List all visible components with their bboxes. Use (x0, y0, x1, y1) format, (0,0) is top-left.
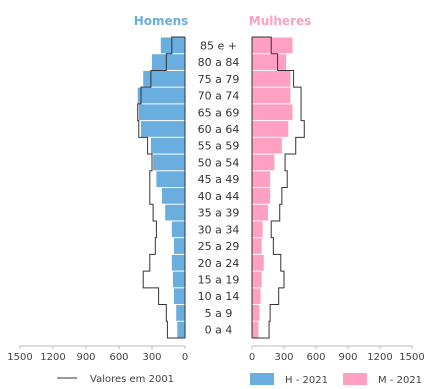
women-2021-bar (252, 204, 268, 221)
men-2021-bar (156, 171, 185, 187)
men-2021-bar (165, 204, 185, 221)
age-group-label: 45 a 49 (198, 173, 240, 186)
women-2021-bar (252, 104, 293, 121)
men-x-tick-label: 300 (142, 352, 161, 363)
legend-women-label: M - 2021 (378, 375, 422, 385)
women-panel-title: Mulheres (249, 14, 311, 28)
women-x-tick-label: 0 (249, 352, 255, 363)
legend-women-swatch (343, 373, 367, 385)
men-2021-bar (160, 37, 185, 54)
axes-group: 1500 1200 900 600 300 0 0 300 600 900 1200 1500 (7, 37, 425, 363)
women-x-tick-label: 900 (338, 352, 357, 363)
men-2021-bar (161, 188, 185, 204)
women-2021-bar (252, 154, 275, 171)
women-2021-bar (252, 121, 289, 137)
age-group-label: 85 e + (200, 39, 237, 52)
men-2021-bar (174, 238, 185, 254)
women-bars-group (252, 37, 293, 338)
age-group-label: 0 a 4 (205, 324, 233, 337)
women-x-tick-label: 600 (306, 352, 325, 363)
men-x-tick-label: 1500 (7, 352, 32, 363)
age-group-label: 75 a 79 (198, 73, 240, 86)
women-2021-bar (252, 271, 262, 288)
legend-line-label: Valores em 2001 (90, 374, 174, 385)
women-x-tick-label: 1200 (367, 352, 392, 363)
category-labels-group: 85 e + 80 a 84 75 a 79 70 a 74 65 a 69 60 a 6… (198, 39, 240, 336)
men-2021-bar (143, 70, 185, 87)
men-2021-bar (171, 254, 185, 271)
men-panel-title: Homens (134, 14, 189, 28)
age-group-label: 15 a 19 (198, 273, 240, 286)
women-2021-bar (252, 171, 271, 187)
men-x-tick-label: 0 (182, 352, 188, 363)
men-2021-bar (172, 271, 185, 288)
men-2021-bar (153, 154, 185, 171)
legend-men-label: H - 2021 (285, 375, 328, 385)
women-2021-bar (252, 221, 263, 238)
men-x-tick-label: 1200 (40, 352, 65, 363)
legend: Valores em 2001 H - 2021 M - 2021 (57, 373, 422, 386)
women-2021-bar (252, 37, 293, 54)
women-2021-bar (252, 70, 291, 87)
women-2001-outline-group (252, 36, 305, 339)
age-group-label: 30 a 34 (198, 223, 240, 236)
men-2021-bar (171, 221, 185, 238)
men-bars-group (137, 37, 185, 338)
age-group-label: 60 a 64 (198, 123, 240, 136)
age-group-label: 10 a 14 (198, 290, 240, 303)
women-2001-outline (252, 36, 305, 339)
legend-men-swatch (250, 373, 274, 385)
age-group-label: 5 a 9 (205, 307, 233, 320)
men-2021-bar (174, 288, 185, 305)
women-2021-bar (252, 288, 261, 305)
women-2021-bar (252, 321, 259, 338)
age-group-label: 65 a 69 (198, 106, 240, 119)
men-2021-bar (152, 54, 185, 70)
women-2021-bar (252, 254, 264, 271)
age-group-label: 20 a 24 (198, 257, 240, 270)
men-2021-bar (138, 104, 185, 121)
men-2001-outline-group (137, 36, 185, 339)
age-group-label: 40 a 44 (198, 190, 240, 203)
men-2021-bar (177, 321, 185, 338)
age-group-label: 55 a 59 (198, 140, 240, 153)
men-2001-outline (137, 36, 185, 339)
age-group-label: 50 a 54 (198, 156, 240, 169)
men-x-tick-label: 600 (109, 352, 128, 363)
men-2021-bar (150, 137, 185, 154)
age-group-label: 80 a 84 (198, 56, 240, 69)
men-2021-bar (141, 121, 185, 137)
women-x-tick-label: 300 (274, 352, 293, 363)
men-2021-bar (137, 87, 185, 104)
women-2021-bar (252, 87, 291, 104)
women-2021-bar (252, 188, 271, 204)
women-2021-bar (252, 305, 260, 321)
women-2021-bar (252, 54, 287, 70)
age-group-label: 25 a 29 (198, 240, 240, 253)
age-group-label: 70 a 74 (198, 90, 240, 103)
men-2021-bar (176, 305, 185, 321)
men-x-tick-label: 900 (76, 352, 95, 363)
women-2021-bar (252, 238, 262, 254)
women-2021-bar (252, 137, 282, 154)
women-x-tick-label: 1500 (399, 352, 424, 363)
age-group-label: 35 a 39 (198, 207, 240, 220)
